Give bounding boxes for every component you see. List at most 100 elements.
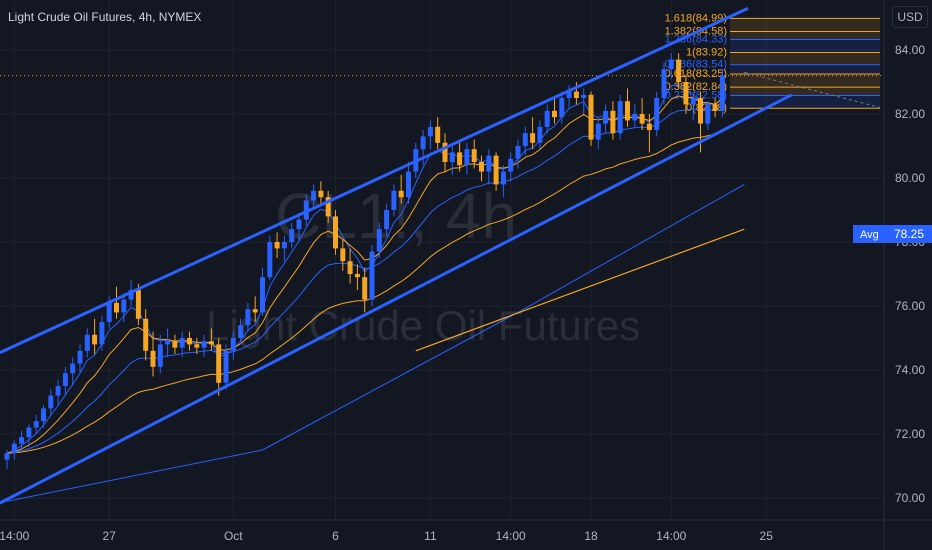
price-tick-label: 74.00 [895,363,925,377]
candle-body [617,101,623,134]
candle-body [223,350,229,383]
price-tick-label: 70.00 [895,491,925,505]
candle-body [11,443,17,454]
candle-body [150,350,156,367]
candle-body [595,123,601,140]
candle-body [698,98,703,124]
candle-body [99,322,105,345]
candle-body [325,197,331,217]
candle-body [683,82,689,105]
candle-body [318,190,324,198]
time-tick-label: 11 [424,529,437,543]
time-tick-label: 18 [584,529,598,543]
candle-body [340,248,346,262]
candle-body [479,162,484,172]
time-tick-label: 27 [103,529,117,543]
candle-body [391,190,397,210]
candle-body [552,110,557,118]
trend-channel[interactable] [0,7,881,505]
avg-price-tag [853,225,932,243]
chart-title: Light Crude Oil Futures, 4h, NYMEX [8,10,201,24]
avg-line [415,228,745,352]
candle-body [26,427,32,438]
candle-body [84,334,90,351]
candle-body [274,242,280,249]
avg-price-label: Avg [860,229,879,241]
fib-zone [730,64,880,74]
candle-body [33,421,39,428]
candle-body [566,91,572,98]
candle-body [625,101,630,121]
candle-body [500,171,506,185]
time-tick-label: Oct [224,529,243,543]
candle-body [311,190,317,201]
candle-body [573,91,579,98]
candle-body [252,309,258,313]
price-tick-label: 82.00 [895,107,925,121]
candle-body [712,104,718,111]
fib-zone [730,87,880,96]
candle-body [661,69,667,98]
candle-body [442,142,448,162]
candle-body [347,261,353,274]
candle-body [48,395,54,409]
currency-button[interactable]: USD [892,6,928,28]
candle-body [610,110,616,134]
candle-body [632,114,638,121]
candle-body [70,363,76,374]
candle-body [121,299,127,313]
time-tick-label: 14:00 [656,529,686,543]
candle-body [384,210,390,230]
candle-body [216,344,222,383]
candle-body [194,344,200,348]
candle-body [333,216,338,249]
price-tick-label: 84.00 [895,43,925,57]
avg-price-value: 78.25 [894,227,924,241]
time-tick-label: 14:00 [496,529,526,543]
candle-body [457,152,463,166]
fib-level-label: 1(83.92) [686,47,727,59]
candle-body [362,277,368,300]
candle-body [690,98,696,105]
candle-body [62,373,68,386]
candle-body [654,98,660,130]
candle-body [719,75,725,111]
watermark-description: Light Crude Oil Futures [206,302,640,349]
fib-zone [730,31,880,40]
candle-body [77,350,83,364]
projection-line [744,71,881,109]
candle-body [19,437,25,444]
candle-body [296,219,302,230]
candle-body [4,453,10,460]
ema-long-line [6,183,745,502]
candle-body [106,302,112,322]
candle-body [471,149,477,162]
candles [4,53,725,470]
candle-body [603,110,609,124]
channel-upper-line[interactable] [0,7,749,355]
candle-body [581,94,587,98]
candle-body [508,158,514,172]
candle-body [449,152,455,162]
candle-body [114,302,119,313]
candle-body [260,277,265,313]
candle-body [187,338,192,345]
candle-body [289,229,295,242]
candle-body [530,133,536,143]
candle-body [588,94,594,140]
fibonacci-extension[interactable]: 1.618(84.99)1.382(84.58)1.236(84.33)1(83… [0,12,884,114]
fib-level-label: 0.236(82.58) [665,89,727,101]
candle-body [705,104,711,124]
fib-zone [730,39,880,53]
channel-lower-line[interactable] [0,93,793,505]
candle-body [128,290,134,300]
candle-body [143,318,149,351]
fib-zone [730,52,880,65]
price-tick-label: 76.00 [895,299,925,313]
candle-body [179,338,185,348]
candle-body [369,251,375,300]
fib-level-label: 1.236(84.33) [665,33,727,45]
price-tick-label: 80.00 [895,171,925,185]
candle-body [486,155,492,172]
